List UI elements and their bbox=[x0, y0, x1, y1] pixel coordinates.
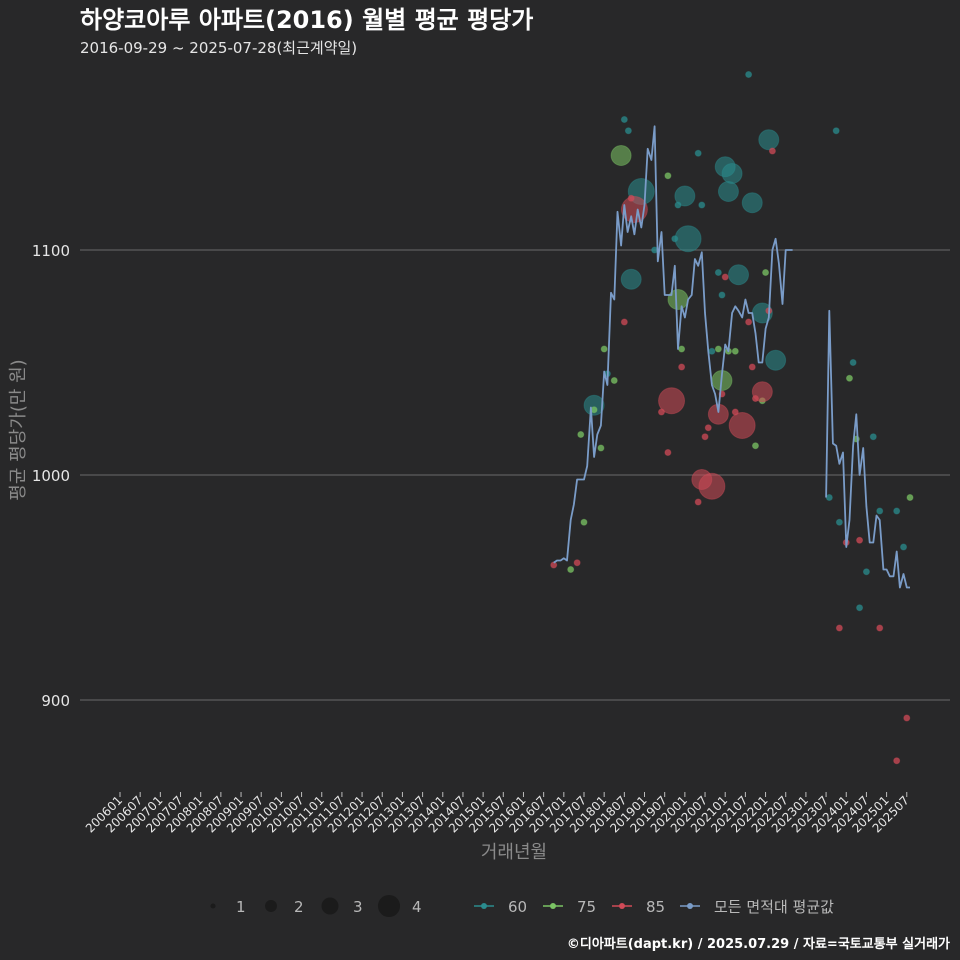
point-75 bbox=[664, 172, 672, 180]
y-axis-ticks: 900 1000 1100 bbox=[32, 242, 70, 710]
point-60 bbox=[717, 181, 739, 202]
point-60 bbox=[893, 507, 901, 515]
point-60 bbox=[741, 192, 763, 214]
point-85 bbox=[745, 318, 753, 326]
point-75 bbox=[580, 518, 588, 526]
point-75 bbox=[751, 442, 759, 450]
point-85 bbox=[721, 273, 729, 281]
point-85 bbox=[768, 147, 776, 155]
point-85 bbox=[704, 424, 712, 432]
point-75 bbox=[610, 145, 632, 166]
point-60 bbox=[624, 127, 632, 135]
point-85 bbox=[678, 363, 686, 371]
size-legend-key bbox=[265, 900, 277, 912]
point-85 bbox=[698, 472, 726, 500]
size-legend-label: 2 bbox=[294, 898, 304, 916]
y-tick-label: 900 bbox=[41, 692, 70, 710]
point-60 bbox=[758, 129, 780, 151]
size-legend-key bbox=[210, 903, 216, 909]
point-60 bbox=[832, 127, 840, 135]
point-85 bbox=[903, 714, 911, 722]
chart-title: 하양코아루 아파트(2016) 월별 평균 평당가 bbox=[80, 6, 533, 34]
color-legend-label: 85 bbox=[646, 898, 665, 916]
y-tick-label: 1000 bbox=[32, 467, 70, 485]
point-60 bbox=[849, 359, 857, 366]
point-60 bbox=[708, 347, 716, 355]
point-60 bbox=[825, 494, 833, 501]
point-75 bbox=[567, 566, 575, 573]
point-85 bbox=[751, 381, 773, 403]
point-85 bbox=[893, 757, 901, 765]
point-85 bbox=[550, 561, 558, 569]
point-60 bbox=[583, 394, 605, 416]
point-85 bbox=[876, 624, 884, 632]
point-60 bbox=[876, 507, 884, 515]
y-axis-label: 평균 평당가(만 원) bbox=[8, 359, 29, 500]
point-85 bbox=[835, 624, 843, 632]
color-legend: 60 75 85 모든 면적대 평균값 bbox=[474, 898, 834, 916]
point-75 bbox=[577, 431, 585, 438]
point-60 bbox=[765, 349, 787, 371]
point-60 bbox=[721, 163, 743, 184]
average-line bbox=[553, 125, 910, 589]
point-75 bbox=[678, 345, 686, 353]
point-75 bbox=[762, 269, 770, 276]
x-axis-label: 거래년월 bbox=[481, 842, 547, 863]
point-60 bbox=[674, 185, 696, 207]
gridlines bbox=[80, 249, 950, 701]
scatter-points bbox=[550, 71, 914, 765]
point-60 bbox=[698, 201, 706, 209]
credit-text: ©디아파트(dapt.kr) / 2025.07.29 / 자료=국토교통부 실… bbox=[567, 936, 950, 952]
point-60 bbox=[728, 264, 750, 286]
point-75 bbox=[731, 347, 739, 355]
color-legend-label: 60 bbox=[508, 898, 527, 916]
point-60 bbox=[674, 225, 702, 253]
size-legend-label: 3 bbox=[353, 898, 363, 916]
average-line-segment bbox=[825, 309, 910, 589]
color-legend-label: 75 bbox=[577, 898, 596, 916]
point-75 bbox=[600, 345, 608, 353]
point-85 bbox=[856, 536, 864, 544]
point-60 bbox=[718, 291, 726, 299]
point-85 bbox=[620, 318, 628, 326]
point-85 bbox=[620, 196, 648, 223]
chart-subtitle: 2016-09-29 ~ 2025-07-28(최근계약일) bbox=[80, 39, 357, 57]
point-75 bbox=[714, 345, 722, 353]
point-85 bbox=[658, 387, 686, 415]
color-legend-dot bbox=[550, 903, 556, 909]
point-85 bbox=[748, 363, 756, 371]
point-75 bbox=[906, 494, 914, 501]
point-85 bbox=[728, 412, 756, 439]
size-legend-label: 4 bbox=[412, 898, 422, 916]
point-85 bbox=[664, 449, 672, 456]
point-75 bbox=[597, 444, 605, 452]
point-60 bbox=[745, 71, 753, 78]
point-60 bbox=[869, 433, 877, 441]
point-60 bbox=[620, 268, 642, 290]
point-75 bbox=[845, 374, 853, 382]
point-60 bbox=[694, 149, 702, 157]
color-legend-dot bbox=[619, 903, 625, 909]
point-75 bbox=[610, 377, 618, 384]
size-legend-key bbox=[321, 897, 339, 915]
color-legend-dot bbox=[481, 903, 487, 909]
size-legend-key bbox=[377, 894, 401, 918]
point-60 bbox=[714, 269, 722, 276]
size-legend: 1 2 3 4 bbox=[210, 894, 422, 918]
point-60 bbox=[620, 116, 628, 123]
y-tick-label: 1100 bbox=[32, 242, 70, 260]
average-line-segment bbox=[553, 125, 793, 564]
point-60 bbox=[835, 518, 843, 526]
color-legend-label: 모든 면적대 평균값 bbox=[714, 898, 834, 916]
point-60 bbox=[856, 604, 864, 612]
color-legend-dot bbox=[687, 903, 693, 909]
point-60 bbox=[862, 568, 870, 576]
point-85 bbox=[701, 433, 709, 441]
point-60 bbox=[900, 543, 908, 551]
size-legend-label: 1 bbox=[236, 898, 246, 916]
point-85 bbox=[694, 498, 702, 506]
point-85 bbox=[573, 559, 581, 567]
